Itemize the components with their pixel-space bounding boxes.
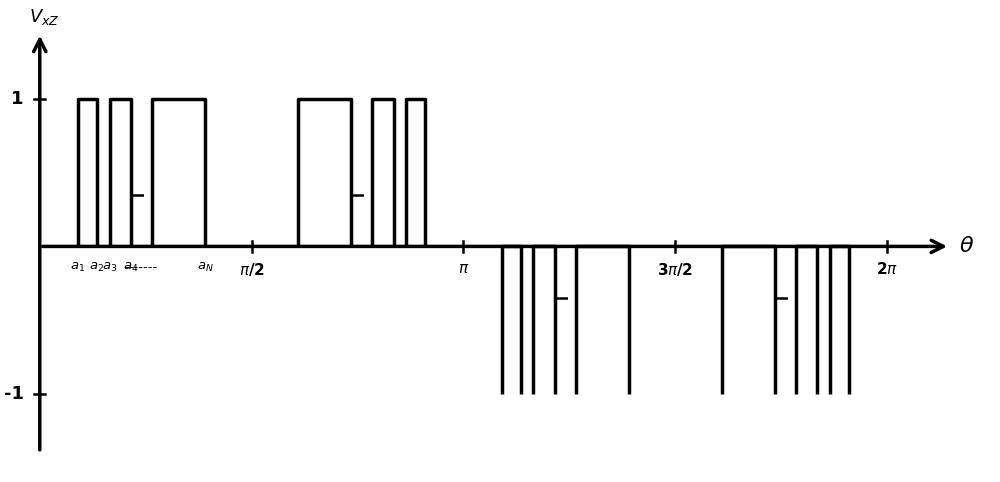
Text: $a_3$: $a_3$ (102, 261, 117, 274)
Text: 3$\pi$/2: 3$\pi$/2 (657, 261, 693, 278)
Text: $a_2$: $a_2$ (89, 261, 105, 274)
Text: $a_1$: $a_1$ (70, 261, 85, 274)
Text: $\theta$: $\theta$ (959, 236, 975, 256)
Text: $a_4$: $a_4$ (123, 261, 139, 274)
Text: $\pi$/2: $\pi$/2 (239, 261, 264, 278)
Text: 1: 1 (11, 90, 24, 108)
Text: $\pi$: $\pi$ (458, 261, 469, 276)
Text: -------: ------- (125, 261, 158, 274)
Text: 2$\pi$: 2$\pi$ (876, 261, 898, 277)
Text: $V_{xZ}$: $V_{xZ}$ (29, 7, 60, 27)
Text: $a_N$: $a_N$ (197, 261, 213, 274)
Text: -1: -1 (4, 385, 24, 403)
